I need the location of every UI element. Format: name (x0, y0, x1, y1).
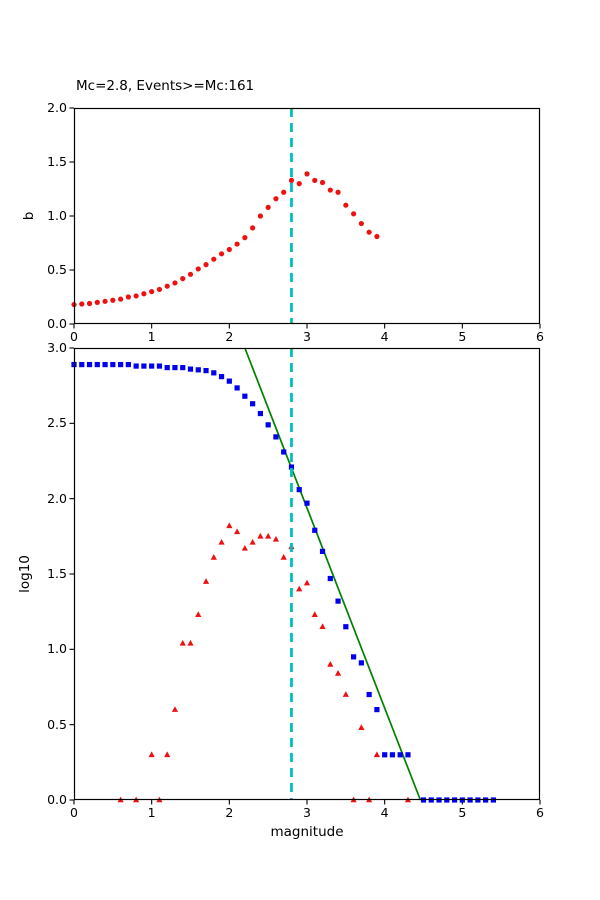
x-tick-label: 3 (303, 329, 311, 344)
x-tick-label: 4 (380, 329, 389, 344)
x-tick-label: 2 (225, 329, 234, 344)
y-tick-label: 2.5 (47, 415, 67, 431)
y-tick-label: 0.0 (47, 792, 67, 807)
y-tick-label: 0.5 (47, 262, 67, 277)
fmd-plot-area (69, 347, 541, 805)
frequency-magnitude-subplot: 0 1 2 3 4 5 6 0.0 0.5 1.0 1.5 2.0 2.5 3.0 (47, 341, 544, 820)
x-tick-label: 6 (536, 329, 544, 344)
x-axis-label: magnitude (270, 824, 344, 840)
x-tick-label: 1 (147, 805, 156, 820)
noncumulative-counts-series (117, 522, 412, 803)
axes-border (73, 107, 541, 325)
y-tick-label: 2.0 (47, 100, 67, 115)
x-tick-label: 3 (303, 805, 311, 820)
y-tick-label: 0.0 (47, 316, 67, 331)
y-tick-label: 2.0 (47, 490, 67, 506)
y-tick-label: 1.0 (47, 641, 67, 657)
x-tick-label: 0 (70, 805, 78, 820)
plot-title: Mc=2.8, Events>=Mc:161 (76, 78, 255, 94)
b-value-vs-cutoff-series (71, 171, 380, 308)
bottom-y-axis-label: log10 (17, 555, 33, 593)
cumulative-counts-series (71, 361, 496, 803)
y-tick-label: 1.5 (47, 566, 67, 581)
b-value-subplot: 0 1 2 3 4 5 6 0.0 0.5 1.0 1.5 2.0 (47, 101, 544, 344)
y-tick-label: 1.0 (47, 208, 67, 223)
x-tick-label: 4 (380, 805, 389, 820)
x-tick-label: 6 (536, 805, 544, 820)
top-y-axis-label: b (21, 211, 37, 221)
axes-border (73, 347, 541, 801)
y-tick-label: 1.5 (47, 154, 67, 169)
gr-fit-line (244, 347, 422, 801)
x-tick-label: 5 (458, 805, 467, 820)
x-tick-label: 2 (225, 805, 234, 820)
b-value-plot-area (69, 107, 541, 329)
x-tick-label: 5 (458, 329, 467, 344)
x-tick-label: 0 (70, 329, 78, 344)
x-tick-label: 1 (147, 329, 156, 344)
y-tick-label: 3.0 (47, 340, 67, 355)
y-tick-label: 0.5 (47, 716, 67, 732)
